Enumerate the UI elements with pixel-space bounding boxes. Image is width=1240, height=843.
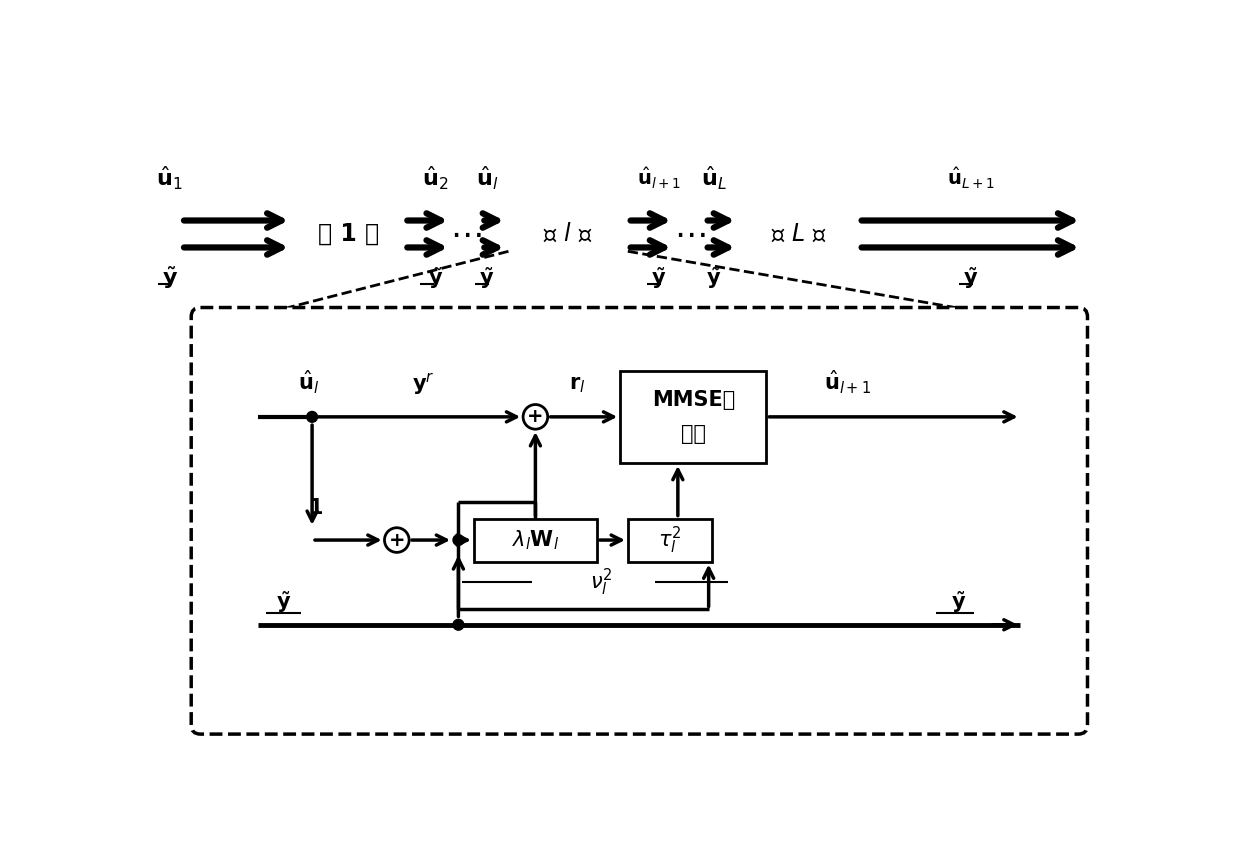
Text: $\tilde{\bf y}$: $\tilde{\bf y}$ xyxy=(161,266,177,292)
Text: $\hat{\bf u}_2$: $\hat{\bf u}_2$ xyxy=(422,164,449,192)
Text: $\tilde{\bf y}$: $\tilde{\bf y}$ xyxy=(707,266,722,291)
Text: 第 $l$ 层: 第 $l$ 层 xyxy=(543,222,593,245)
Text: +: + xyxy=(388,530,405,550)
Text: ${\bf r}_l$: ${\bf r}_l$ xyxy=(569,374,587,395)
Text: $\hat{\bf u}_1$: $\hat{\bf u}_1$ xyxy=(156,164,182,192)
Text: $\tilde{\bf y}$: $\tilde{\bf y}$ xyxy=(951,588,966,615)
Text: $\cdots$: $\cdots$ xyxy=(673,217,706,250)
Circle shape xyxy=(453,534,464,545)
Circle shape xyxy=(306,411,317,422)
Text: +: + xyxy=(527,407,543,427)
Text: $\hat{\bf u}_{l+1}$: $\hat{\bf u}_{l+1}$ xyxy=(823,368,870,396)
Bar xyxy=(620,371,766,463)
Text: $\hat{\bf u}_l$: $\hat{\bf u}_l$ xyxy=(298,368,319,396)
Text: $\cdots$: $\cdots$ xyxy=(450,217,482,250)
Text: ${\bf y}^r$: ${\bf y}^r$ xyxy=(413,372,435,398)
Text: $\tilde{\bf y}$: $\tilde{\bf y}$ xyxy=(962,266,978,291)
Text: ${\bf 1}$: ${\bf 1}$ xyxy=(309,497,324,518)
Text: $\tau_l^2$: $\tau_l^2$ xyxy=(658,524,682,556)
Text: $\hat{\bf u}_{L+1}$: $\hat{\bf u}_{L+1}$ xyxy=(946,165,994,191)
Bar xyxy=(627,518,713,561)
Text: $\hat{\bf u}_l$: $\hat{\bf u}_l$ xyxy=(476,164,498,192)
Text: $\tilde{\bf y}$: $\tilde{\bf y}$ xyxy=(479,266,495,291)
Text: $\tilde{\bf y}$: $\tilde{\bf y}$ xyxy=(651,266,666,291)
Text: $\nu_l^2$: $\nu_l^2$ xyxy=(589,566,613,598)
Text: $\tilde{\bf y}$: $\tilde{\bf y}$ xyxy=(428,266,443,291)
Text: $\hat{\bf u}_{l+1}$: $\hat{\bf u}_{l+1}$ xyxy=(636,165,681,191)
Text: 噪器: 噪器 xyxy=(681,424,706,443)
Text: $\lambda_l {\bf W}_l$: $\lambda_l {\bf W}_l$ xyxy=(512,529,559,552)
FancyBboxPatch shape xyxy=(191,308,1087,734)
Text: $\hat{\bf u}_L$: $\hat{\bf u}_L$ xyxy=(701,164,727,192)
Text: $\tilde{\bf y}$: $\tilde{\bf y}$ xyxy=(277,588,291,615)
Text: 第 1 层: 第 1 层 xyxy=(317,222,379,245)
Text: MMSE降: MMSE降 xyxy=(652,390,735,410)
Bar xyxy=(474,518,596,561)
Text: 第 $L$ 层: 第 $L$ 层 xyxy=(770,222,827,245)
Circle shape xyxy=(453,620,464,631)
